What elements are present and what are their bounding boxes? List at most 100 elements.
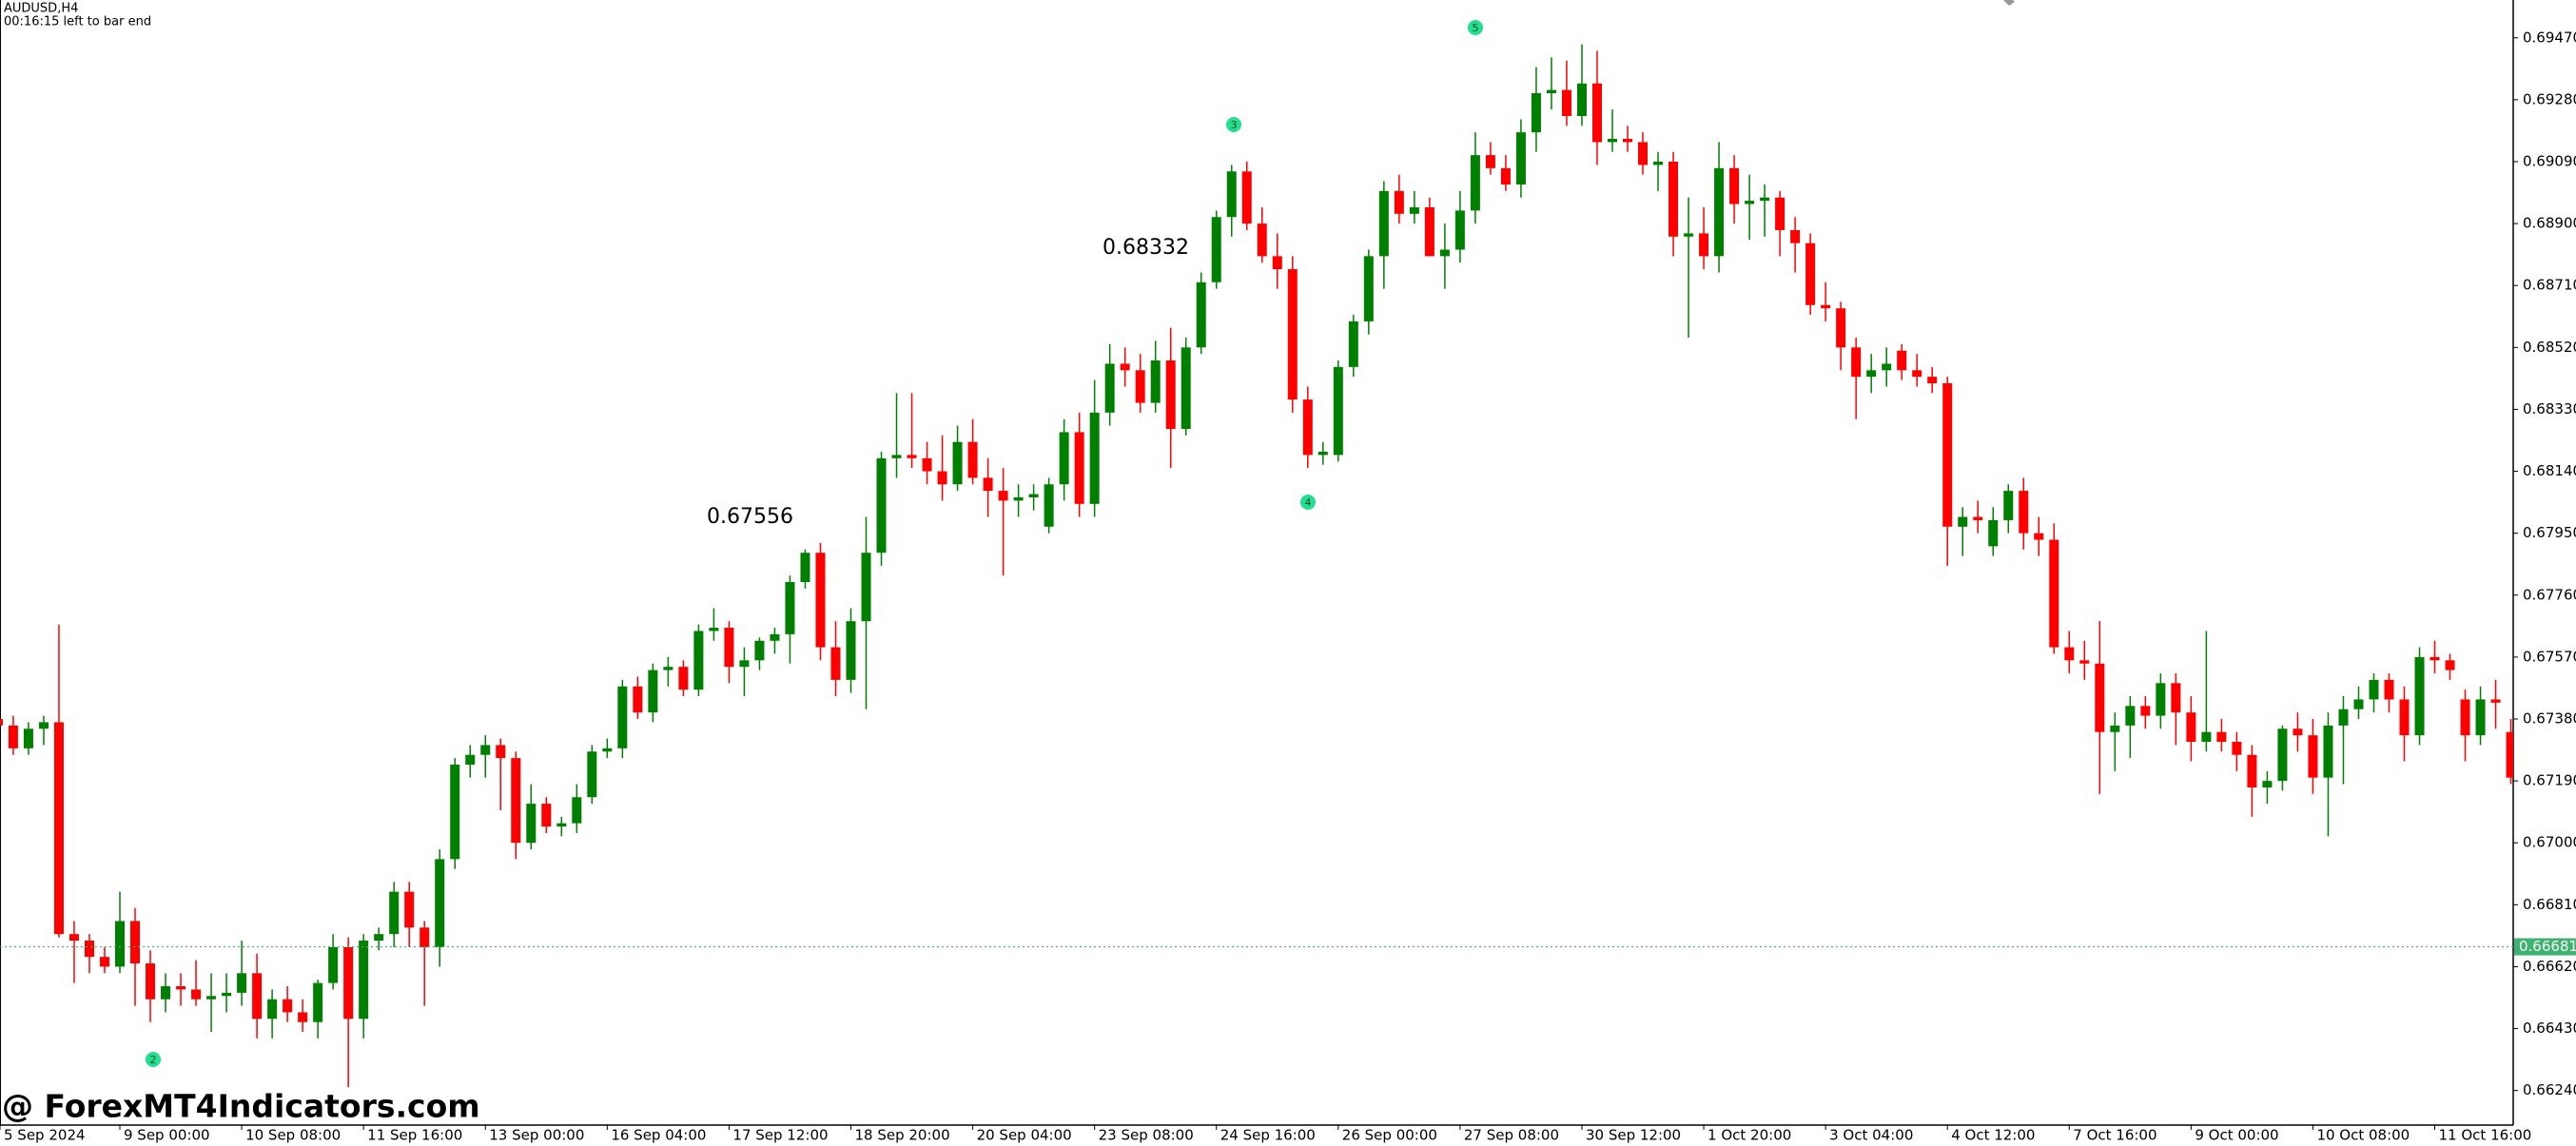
candle-body	[2277, 728, 2288, 782]
candle-body	[1348, 320, 1358, 367]
candle-body	[1607, 138, 1617, 143]
candle-body	[2369, 679, 2379, 700]
y-tick-label: 0.69280	[2523, 90, 2576, 107]
candle-body	[0, 718, 3, 726]
candle-body	[1927, 377, 1938, 384]
y-tick-label: 0.67380	[2523, 709, 2576, 727]
candle-body	[404, 891, 415, 928]
candle-body	[2201, 731, 2212, 742]
candle-body	[2338, 709, 2349, 726]
x-tick-label: 11 Oct 16:00	[2439, 1127, 2532, 1144]
candle-body	[1775, 197, 1786, 230]
x-tick-label: 24 Sep 16:00	[1220, 1127, 1316, 1144]
candle-body	[617, 686, 628, 748]
candle-body	[191, 989, 202, 1000]
y-tick-label: 0.69470	[2523, 29, 2576, 46]
candle-body	[1181, 347, 1191, 429]
candle-body	[53, 722, 64, 935]
candle-body	[1531, 93, 1541, 133]
wave-label: 5	[1473, 22, 1479, 34]
candle-body	[1638, 142, 1649, 165]
y-tick-label: 0.68140	[2523, 462, 2576, 479]
candle-body	[1104, 363, 1115, 413]
y-tick-label: 0.67570	[2523, 648, 2576, 665]
candle-body	[602, 748, 613, 752]
candle-body	[1515, 132, 1526, 185]
candle-body	[1745, 201, 1755, 204]
candle-body	[2186, 712, 2196, 742]
candle-body	[465, 754, 476, 765]
candle-body	[420, 927, 430, 947]
wave-marker	[146, 1052, 161, 1067]
candle-body	[1165, 360, 1176, 429]
candle-body	[2064, 647, 2075, 661]
candle-body	[115, 921, 126, 967]
candle-body	[2216, 731, 2227, 742]
candle-body	[1805, 243, 1816, 305]
candle-body	[2140, 706, 2151, 716]
candle-body	[572, 797, 582, 824]
x-tick-label: 11 Sep 16:00	[367, 1127, 462, 1144]
candle-body	[206, 996, 217, 1000]
candle-body	[2232, 741, 2242, 755]
candle-body	[1576, 83, 1587, 117]
candle-body	[2384, 679, 2394, 700]
timer: 00:16:15 left to bar end	[4, 15, 151, 29]
candle-body	[739, 660, 750, 668]
candle-body	[754, 640, 765, 661]
candle-body	[922, 457, 932, 472]
y-tick-label: 0.66810	[2523, 896, 2576, 913]
x-tick-label: 7 Oct 16:00	[2073, 1127, 2156, 1144]
candle-body	[480, 745, 491, 755]
y-tick-label: 0.67950	[2523, 524, 2576, 541]
candle-body	[2445, 660, 2455, 670]
candle-body	[526, 804, 537, 844]
candle-body	[2414, 656, 2425, 736]
candle-body	[2293, 728, 2303, 736]
candle-body	[1866, 370, 1877, 378]
x-tick-label: 26 Sep 00:00	[1342, 1127, 1437, 1144]
candle-body	[1074, 432, 1084, 504]
candle-body	[328, 946, 339, 983]
candle-body	[1302, 399, 1313, 456]
candle-body	[23, 728, 33, 748]
x-tick-label: 30 Sep 12:00	[1586, 1127, 1681, 1144]
candle-body	[2079, 660, 2090, 664]
candle-body	[130, 921, 141, 964]
y-tick-label: 0.67760	[2523, 586, 2576, 603]
candle-body	[1424, 206, 1434, 257]
y-tick-label: 0.68900	[2523, 215, 2576, 232]
candle-body	[1363, 256, 1374, 321]
candle-body	[1669, 161, 1679, 237]
x-tick-label: 10 Oct 08:00	[2316, 1127, 2410, 1144]
y-tick-label: 0.68520	[2523, 339, 2576, 356]
x-tick-label: 18 Sep 20:00	[854, 1127, 949, 1144]
candle-body	[1897, 350, 1907, 371]
candle-body	[724, 628, 734, 668]
candle-body	[1211, 217, 1221, 282]
candle-body	[846, 621, 856, 680]
candle-body	[587, 751, 597, 798]
candle-body	[1028, 494, 1039, 497]
candle-body	[709, 628, 719, 631]
candle-body	[907, 455, 917, 458]
wave-label: 3	[1231, 119, 1238, 131]
wave-marker	[1300, 495, 1316, 510]
candle-body	[237, 973, 247, 993]
candle-body	[1135, 370, 1145, 403]
candle-body	[1546, 89, 1556, 94]
candle-body	[2262, 781, 2273, 787]
candle-body	[1089, 412, 1100, 504]
candle-body	[2430, 656, 2440, 661]
x-tick-label: 3 Oct 04:00	[1829, 1127, 1913, 1144]
candle-body	[2171, 683, 2181, 713]
candle-body	[1623, 138, 1632, 143]
candle-body	[1561, 89, 1571, 117]
wave-marker	[1468, 20, 1483, 35]
candle-body	[678, 667, 689, 690]
candle-body	[1942, 383, 1953, 527]
candle-body	[2490, 699, 2501, 703]
x-tick-label: 5 Sep 2024	[4, 1127, 86, 1144]
y-tick-label: 0.66430	[2523, 1020, 2576, 1037]
candle-body	[267, 999, 278, 1020]
